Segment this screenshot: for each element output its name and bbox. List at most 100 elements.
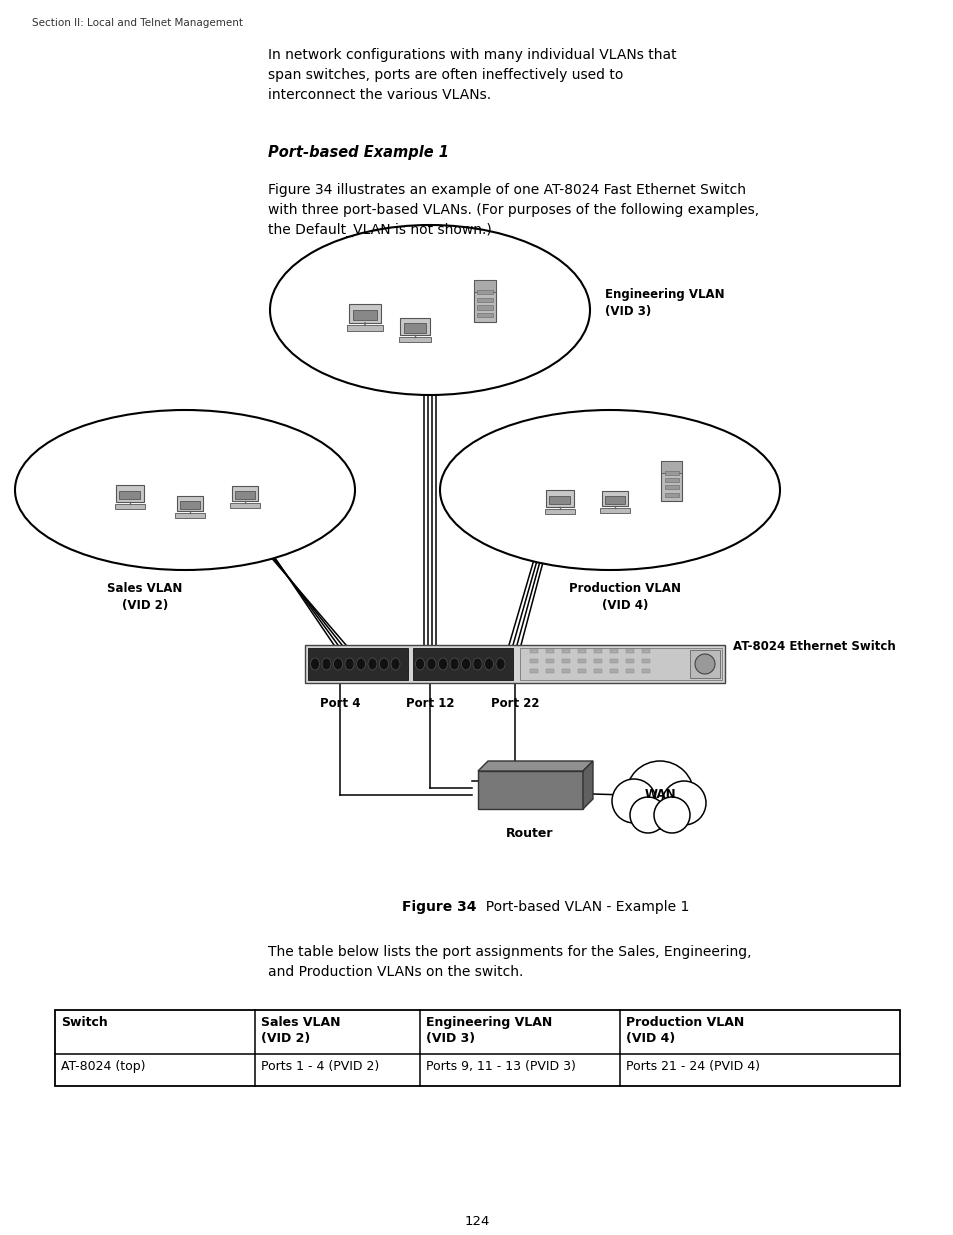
Text: Production VLAN
(VID 4): Production VLAN (VID 4) xyxy=(625,1016,743,1045)
Ellipse shape xyxy=(450,658,458,671)
Text: Ports 21 - 24 (PVID 4): Ports 21 - 24 (PVID 4) xyxy=(625,1060,760,1073)
Text: 124: 124 xyxy=(464,1215,489,1228)
Bar xyxy=(530,669,537,673)
Bar xyxy=(641,659,649,663)
Bar xyxy=(230,503,259,508)
Ellipse shape xyxy=(473,658,481,671)
Bar xyxy=(476,290,492,294)
Text: Section II: Local and Telnet Management: Section II: Local and Telnet Management xyxy=(32,19,243,28)
Text: Port 22: Port 22 xyxy=(490,697,538,710)
Bar xyxy=(305,645,724,683)
Text: Production VLAN
(VID 4): Production VLAN (VID 4) xyxy=(568,582,680,613)
Bar xyxy=(353,310,376,320)
Bar xyxy=(561,650,569,653)
Text: Sales VLAN
(VID 2): Sales VLAN (VID 2) xyxy=(107,582,182,613)
Ellipse shape xyxy=(496,658,504,671)
Bar xyxy=(308,648,408,680)
Bar xyxy=(609,650,618,653)
Bar xyxy=(625,669,634,673)
Bar xyxy=(545,669,554,673)
Text: Ports 9, 11 - 13 (PVID 3): Ports 9, 11 - 13 (PVID 3) xyxy=(426,1060,576,1073)
Bar xyxy=(561,669,569,673)
Bar xyxy=(398,337,431,342)
Bar xyxy=(400,317,429,335)
Bar xyxy=(545,490,574,506)
Bar xyxy=(601,490,628,506)
Text: The table below lists the port assignments for the Sales, Engineering,
and Produ: The table below lists the port assignmen… xyxy=(268,945,751,979)
Bar xyxy=(119,490,140,499)
Bar xyxy=(664,478,679,482)
Bar xyxy=(176,495,203,511)
Bar xyxy=(232,485,258,501)
Bar xyxy=(578,650,585,653)
Bar xyxy=(474,280,496,293)
Bar xyxy=(609,669,618,673)
Bar xyxy=(689,650,720,678)
Bar xyxy=(664,493,679,496)
Bar xyxy=(476,312,492,317)
Bar xyxy=(55,1010,899,1086)
Text: Switch: Switch xyxy=(61,1016,108,1029)
Ellipse shape xyxy=(345,658,354,671)
Bar xyxy=(477,771,582,809)
Ellipse shape xyxy=(391,658,399,671)
Text: Port 12: Port 12 xyxy=(405,697,454,710)
Bar xyxy=(349,304,380,322)
Bar xyxy=(561,659,569,663)
Bar xyxy=(234,490,254,499)
Bar xyxy=(594,650,601,653)
Polygon shape xyxy=(477,761,593,771)
Bar xyxy=(530,650,537,653)
Text: Router: Router xyxy=(506,827,553,840)
Text: Ports 1 - 4 (PVID 2): Ports 1 - 4 (PVID 2) xyxy=(261,1060,379,1073)
Text: Sales VLAN
(VID 2): Sales VLAN (VID 2) xyxy=(261,1016,340,1045)
Bar xyxy=(476,298,492,301)
Circle shape xyxy=(629,797,665,832)
Bar xyxy=(660,461,681,473)
Circle shape xyxy=(612,779,656,823)
Ellipse shape xyxy=(427,658,436,671)
Bar xyxy=(530,659,537,663)
Bar xyxy=(641,650,649,653)
Ellipse shape xyxy=(334,658,342,671)
Text: Port-based Example 1: Port-based Example 1 xyxy=(268,144,449,161)
Ellipse shape xyxy=(438,658,447,671)
Circle shape xyxy=(625,761,693,829)
Bar xyxy=(549,495,570,504)
Ellipse shape xyxy=(461,658,470,671)
Polygon shape xyxy=(582,761,593,809)
Bar xyxy=(114,504,145,509)
Ellipse shape xyxy=(310,658,319,671)
Ellipse shape xyxy=(15,410,355,571)
Text: In network configurations with many individual VLANs that
span switches, ports a: In network configurations with many indi… xyxy=(268,48,676,103)
Ellipse shape xyxy=(356,658,365,671)
Text: Figure 34 illustrates an example of one AT-8024 Fast Ethernet Switch
with three : Figure 34 illustrates an example of one … xyxy=(268,183,759,237)
Ellipse shape xyxy=(270,225,589,395)
Bar xyxy=(609,659,618,663)
Bar xyxy=(594,669,601,673)
Bar xyxy=(641,669,649,673)
Ellipse shape xyxy=(322,658,331,671)
Ellipse shape xyxy=(379,658,388,671)
Circle shape xyxy=(661,781,705,825)
Bar xyxy=(664,471,679,474)
Ellipse shape xyxy=(484,658,493,671)
Ellipse shape xyxy=(368,658,376,671)
Bar xyxy=(660,461,681,501)
Bar xyxy=(545,650,554,653)
Bar xyxy=(180,501,200,509)
Bar xyxy=(578,659,585,663)
Bar xyxy=(545,659,554,663)
Bar xyxy=(474,280,496,322)
Text: WAN: WAN xyxy=(643,788,675,802)
Text: Port 4: Port 4 xyxy=(319,697,360,710)
Bar xyxy=(625,659,634,663)
Bar xyxy=(413,648,513,680)
Text: Port-based VLAN - Example 1: Port-based VLAN - Example 1 xyxy=(476,900,689,914)
Circle shape xyxy=(695,655,714,674)
Ellipse shape xyxy=(439,410,780,571)
Bar xyxy=(476,305,492,310)
Bar xyxy=(175,514,204,517)
Bar xyxy=(604,495,624,504)
Bar xyxy=(544,509,575,514)
